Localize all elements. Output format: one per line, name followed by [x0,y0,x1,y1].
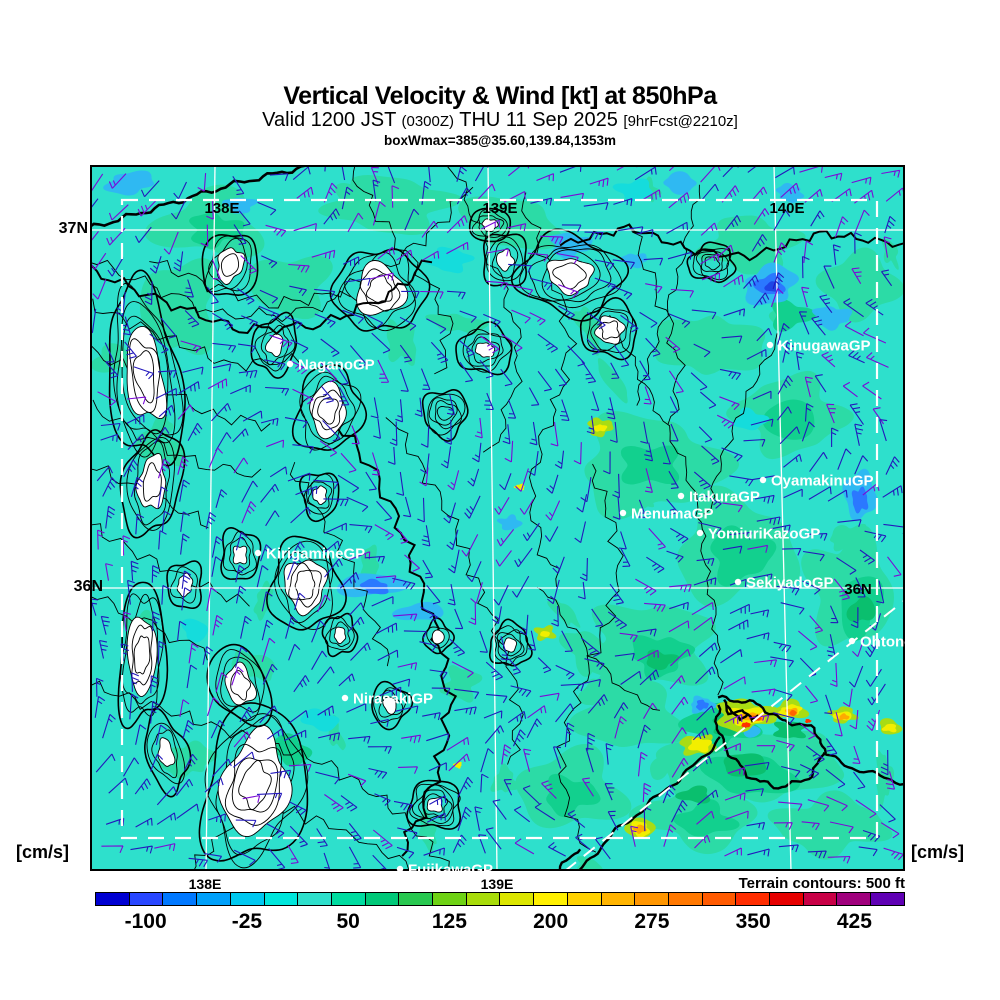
colorbar-segment [736,893,771,905]
valid-date: THU 11 Sep 2025 [454,109,624,131]
valid-utc-time: (0300Z) [401,113,455,130]
wind-barbs [90,165,905,871]
station-label: OhtoneGP [860,634,905,651]
map-grid-label: 139E [482,200,517,217]
terrain-contours-note: Terrain contours: 500 ft [738,875,905,892]
station-KirigamineGP: KirigamineGP [254,546,365,563]
colorbar-segment [803,893,838,905]
colorbar-segment [668,893,703,905]
colorbar-tick-label: 350 [735,910,771,933]
station-SekiyadoGP: SekiyadoGP [734,575,834,592]
colorbar-segment [197,893,231,905]
colorbar-tick-label: -100 [124,910,167,933]
units-label-left: [cm/s] [16,842,70,862]
station-marker [848,637,856,645]
colorbar-segment [601,893,636,905]
wmax-annotation: boxWmax=385@35.60,139.84,1353m [384,133,616,148]
colorbar-segment [230,893,265,905]
colorbar-segment [163,893,198,905]
colorbar-segment [702,893,737,905]
colorbar-tick-label: 275 [634,910,670,933]
station-OyamakinuGP: OyamakinuGP [759,473,874,490]
inner-domain-box [120,198,879,840]
station-label: ItakuraGP [689,489,760,506]
colorbar-tick-label: 425 [836,910,872,933]
cross-section-line [564,599,905,871]
station-label: KirigamineGP [266,546,365,563]
latitude-label: 36N [73,578,103,595]
colorbar-segment [129,893,164,905]
station-KinugawaGP: KinugawaGP [766,338,871,355]
valid-time-line: Valid 1200 JST (0300Z) THU 11 Sep 2025 [… [0,109,1000,132]
colorbar-tick-label: 200 [533,910,569,933]
colorbar-segment [96,893,130,905]
station-label: OyamakinuGP [771,473,874,490]
station-marker [396,865,404,871]
map-frame [90,165,905,871]
colorbar-segment [871,893,904,905]
map-area: 138E 139E 140E 36N NaganoGP KinugawaGP Oyamaki… [90,165,905,871]
station-marker [619,509,627,517]
station-ItakuraGP: ItakuraGP [677,489,760,506]
map-grid-label: 140E [769,200,804,217]
colorbar-tick-label: 125 [431,910,467,933]
station-label: NaganoGP [298,357,375,374]
forecast-init-info: [9hrFcst@2210z] [623,113,738,130]
station-marker [677,492,685,500]
station-marker [766,341,774,349]
station-marker [734,578,742,586]
longitude-label: 139E [480,876,514,892]
station-marker [254,549,262,557]
chart-title: Vertical Velocity & Wind [kt] at 850hPa [283,82,717,110]
colorbar-segment [837,893,872,905]
colorbar [95,892,905,906]
longitude-label: 138E [188,876,222,892]
colorbar-segment [770,893,804,905]
station-marker [286,360,294,368]
colorbar-segment [433,893,467,905]
station-NirasakiGP: NirasakiGP [341,691,433,708]
station-FujikawaGP: FujikawaGP [396,862,493,872]
map-grid-label: 36N [844,581,872,598]
colorbar-segment [399,893,434,905]
station-OhtoneGP: OhtoneGP [848,634,905,651]
map-grid-label: 138E [204,200,239,217]
weather-map: 138E 139E 140E 36N NaganoGP KinugawaGP Oyamaki… [90,165,905,871]
colorbar-segment [635,893,669,905]
station-MenumaGP: MenumaGP [619,506,714,523]
station-label: MenumaGP [631,506,714,523]
station-marker [759,476,767,484]
station-label: YomiuriKazoGP [708,526,820,543]
colorbar-tick-label: -25 [231,910,263,933]
station-label: FujikawaGP [408,862,493,872]
station-NaganoGP: NaganoGP [286,357,375,374]
latitude-label: 37N [58,220,88,237]
station-YomiuriKazoGP: YomiuriKazoGP [696,526,820,543]
colorbar-segment [466,893,501,905]
colorbar-segment [264,893,299,905]
colorbar-segment [500,893,535,905]
station-marker [341,694,349,702]
colorbar-segment [567,893,602,905]
colorbar-segment [365,893,400,905]
colorbar-tick-label: 50 [336,910,360,933]
colorbar-segment [331,893,366,905]
colorbar-segment [534,893,568,905]
station-marker [696,529,704,537]
units-label-right: [cm/s] [911,842,965,862]
valid-time: Valid 1200 JST [262,109,402,131]
station-label: NirasakiGP [353,691,433,708]
colorbar-segment [298,893,332,905]
station-label: KinugawaGP [778,338,871,355]
station-label: SekiyadoGP [746,575,834,592]
